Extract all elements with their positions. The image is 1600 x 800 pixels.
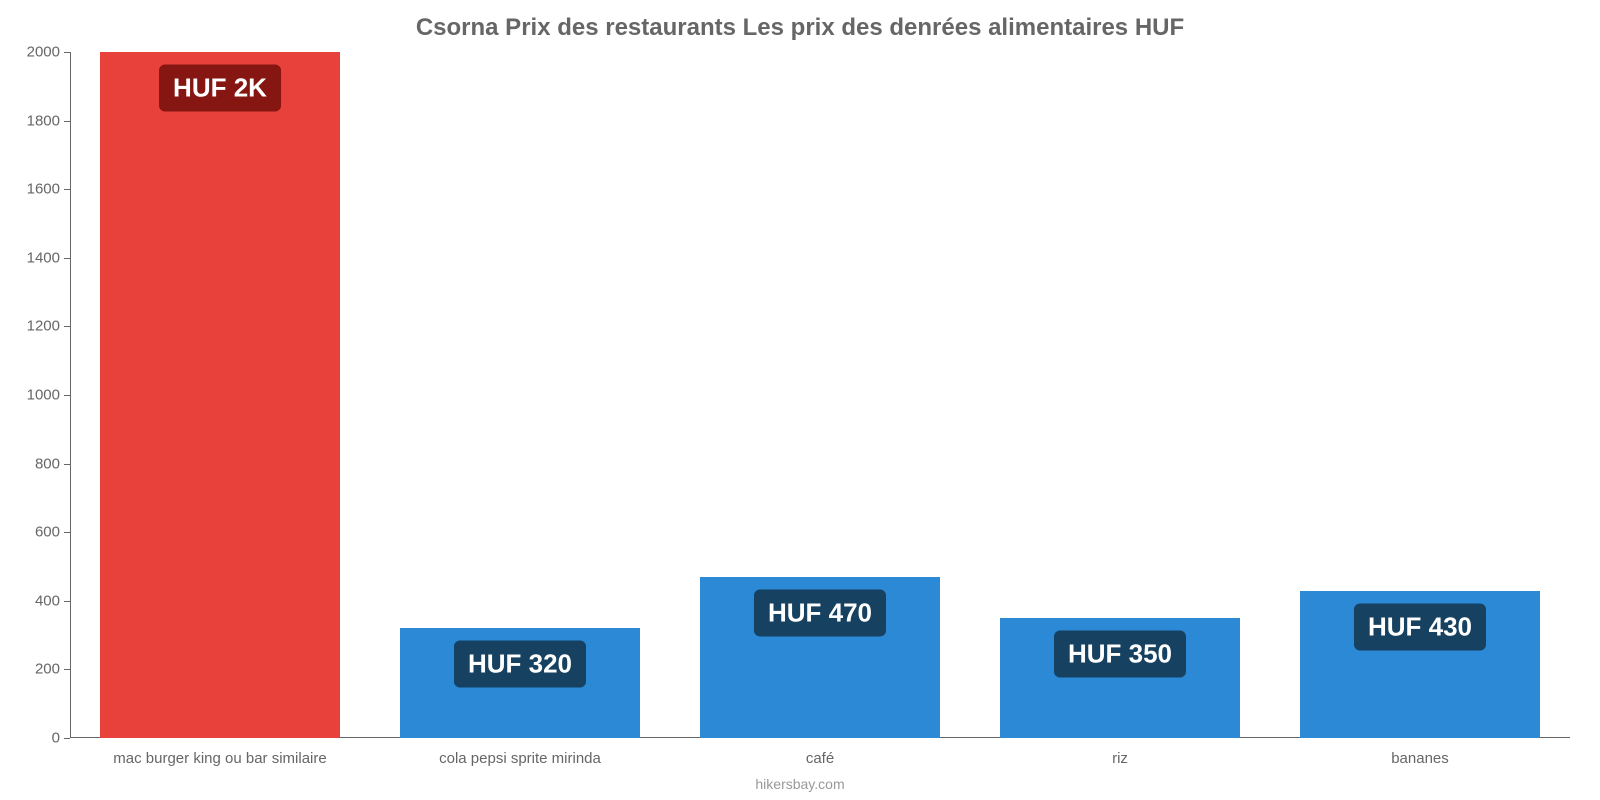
y-tick-label: 1800	[27, 112, 70, 129]
x-tick-label: mac burger king ou bar similaire	[70, 738, 370, 767]
y-tick-label: 0	[52, 730, 70, 747]
value-badge: HUF 470	[754, 589, 886, 636]
plot-area: HUF 2Kmac burger king ou bar similaireHU…	[70, 52, 1570, 738]
y-tick-label: 1600	[27, 181, 70, 198]
chart-container: Csorna Prix des restaurants Les prix des…	[0, 0, 1600, 800]
y-tick-label: 800	[35, 455, 70, 472]
y-tick-label: 200	[35, 661, 70, 678]
value-badge: HUF 2K	[159, 65, 281, 112]
x-tick-label: riz	[970, 738, 1270, 767]
bar-slot: HUF 320cola pepsi sprite mirinda	[370, 52, 670, 738]
x-tick-label: cola pepsi sprite mirinda	[370, 738, 670, 767]
y-tick-label: 2000	[27, 44, 70, 61]
bar-slot: HUF 470café	[670, 52, 970, 738]
bar-slot: HUF 430bananes	[1270, 52, 1570, 738]
y-tick-label: 400	[35, 592, 70, 609]
value-badge: HUF 320	[454, 641, 586, 688]
bars-layer: HUF 2Kmac burger king ou bar similaireHU…	[70, 52, 1570, 738]
y-tick-label: 600	[35, 524, 70, 541]
x-tick-label: bananes	[1270, 738, 1570, 767]
chart-footer: hikersbay.com	[0, 776, 1600, 792]
y-tick-label: 1400	[27, 249, 70, 266]
x-tick-label: café	[670, 738, 970, 767]
chart-title: Csorna Prix des restaurants Les prix des…	[0, 14, 1600, 42]
bar	[100, 52, 340, 738]
value-badge: HUF 350	[1054, 630, 1186, 677]
value-badge: HUF 430	[1354, 603, 1486, 650]
bar-slot: HUF 350riz	[970, 52, 1270, 738]
y-tick-label: 1000	[27, 387, 70, 404]
bar-slot: HUF 2Kmac burger king ou bar similaire	[70, 52, 370, 738]
y-tick-label: 1200	[27, 318, 70, 335]
